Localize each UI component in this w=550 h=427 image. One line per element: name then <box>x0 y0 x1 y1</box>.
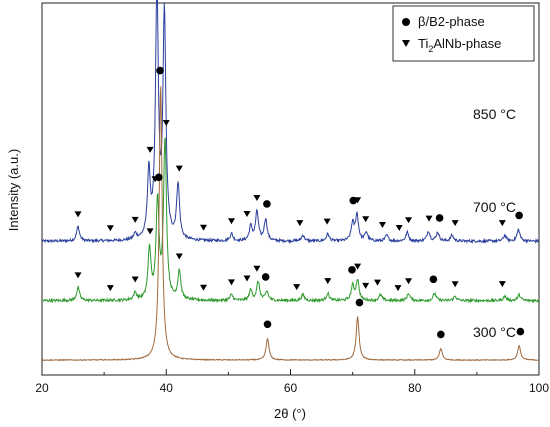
ti2alnb-marker <box>200 284 208 291</box>
ti2alnb-marker <box>498 220 506 227</box>
x-tick-label: 100 <box>529 381 549 395</box>
ti2alnb-marker <box>324 278 332 285</box>
ti2alnb-marker <box>227 279 235 286</box>
beta-b2-marker <box>429 275 438 284</box>
ti2alnb-marker <box>175 253 183 260</box>
ti2alnb-marker <box>405 217 413 224</box>
ti2alnb-marker <box>146 228 154 235</box>
ti2alnb-marker <box>200 224 208 231</box>
ti2alnb-marker <box>243 210 251 217</box>
beta-b2-marker <box>261 273 270 281</box>
beta-b2-marker <box>263 320 272 329</box>
ti2alnb-marker <box>253 265 261 272</box>
beta-b2-marker <box>263 200 271 208</box>
ti2alnb-marker <box>362 282 370 289</box>
curve-label-700: 700 °C <box>473 199 516 215</box>
x-tick-label: 20 <box>35 381 49 395</box>
legend-ti2alnb-main: Ti <box>418 36 428 51</box>
ti2alnb-marker <box>243 275 251 282</box>
ti2alnb-marker <box>293 284 301 291</box>
ti2alnb-marker <box>354 263 362 270</box>
beta-b2-marker <box>435 214 444 222</box>
ti2alnb-marker <box>373 279 381 286</box>
markers-layer <box>74 66 525 339</box>
legend-ti2alnb-marker <box>402 40 410 47</box>
curve-label-300: 300 °C <box>473 324 516 340</box>
legend-box <box>392 5 535 62</box>
series-line <box>41 137 540 304</box>
x-axis-ticks: 20 40 60 80 100 <box>35 369 549 395</box>
ti2alnb-marker <box>362 216 370 223</box>
ti2alnb-marker <box>162 119 170 126</box>
ti2alnb-marker <box>253 195 261 202</box>
ti2alnb-marker <box>227 218 235 225</box>
ti2alnb-marker <box>395 224 403 231</box>
x-axis-title: 2θ (°) <box>274 406 306 421</box>
ti2alnb-marker <box>131 276 139 283</box>
legend-beta-marker <box>402 18 410 26</box>
beta-b2-marker <box>437 330 445 339</box>
ti2alnb-marker <box>394 285 402 292</box>
ti2alnb-marker <box>425 215 433 222</box>
ti2alnb-marker <box>451 281 459 288</box>
ti2alnb-marker <box>106 225 114 232</box>
series-line <box>41 86 540 362</box>
ti2alnb-marker <box>175 165 183 172</box>
ti2alnb-marker <box>146 146 154 153</box>
beta-b2-marker <box>349 196 358 205</box>
beta-b2-marker <box>516 327 525 336</box>
ti2alnb-marker <box>405 278 413 285</box>
ti2alnb-marker <box>296 220 304 227</box>
series-line <box>41 0 540 244</box>
beta-b2-marker <box>348 266 356 274</box>
x-tick-label: 80 <box>408 381 422 395</box>
ti2alnb-marker <box>131 216 139 223</box>
legend-ti2alnb-rest: AlNb-phase <box>433 36 501 51</box>
ti2alnb-marker <box>323 218 331 225</box>
beta-b2-marker <box>515 211 523 220</box>
beta-b2-marker <box>156 66 164 75</box>
legend-beta-label: β/B2-phase <box>418 14 485 29</box>
ti2alnb-marker <box>74 272 82 279</box>
curves-layer <box>41 0 540 362</box>
legend-ti2alnb-sub: 2 <box>428 44 433 54</box>
ti2alnb-marker <box>498 281 506 288</box>
y-axis-title: Intensity (a.u.) <box>6 149 21 231</box>
ti2alnb-marker <box>451 220 459 227</box>
curve-label-850: 850 °C <box>473 106 516 122</box>
ti2alnb-marker <box>74 211 82 218</box>
ti2alnb-marker <box>378 221 386 228</box>
beta-b2-marker <box>355 298 364 307</box>
x-tick-label: 40 <box>160 381 174 395</box>
ti2alnb-marker <box>106 285 114 292</box>
legend-ti2alnb-label: Ti2AlNb-phase <box>418 36 501 54</box>
beta-b2-marker <box>154 173 163 182</box>
legend: β/B2-phase Ti2AlNb-phase <box>392 5 535 62</box>
x-tick-label: 60 <box>284 381 298 395</box>
